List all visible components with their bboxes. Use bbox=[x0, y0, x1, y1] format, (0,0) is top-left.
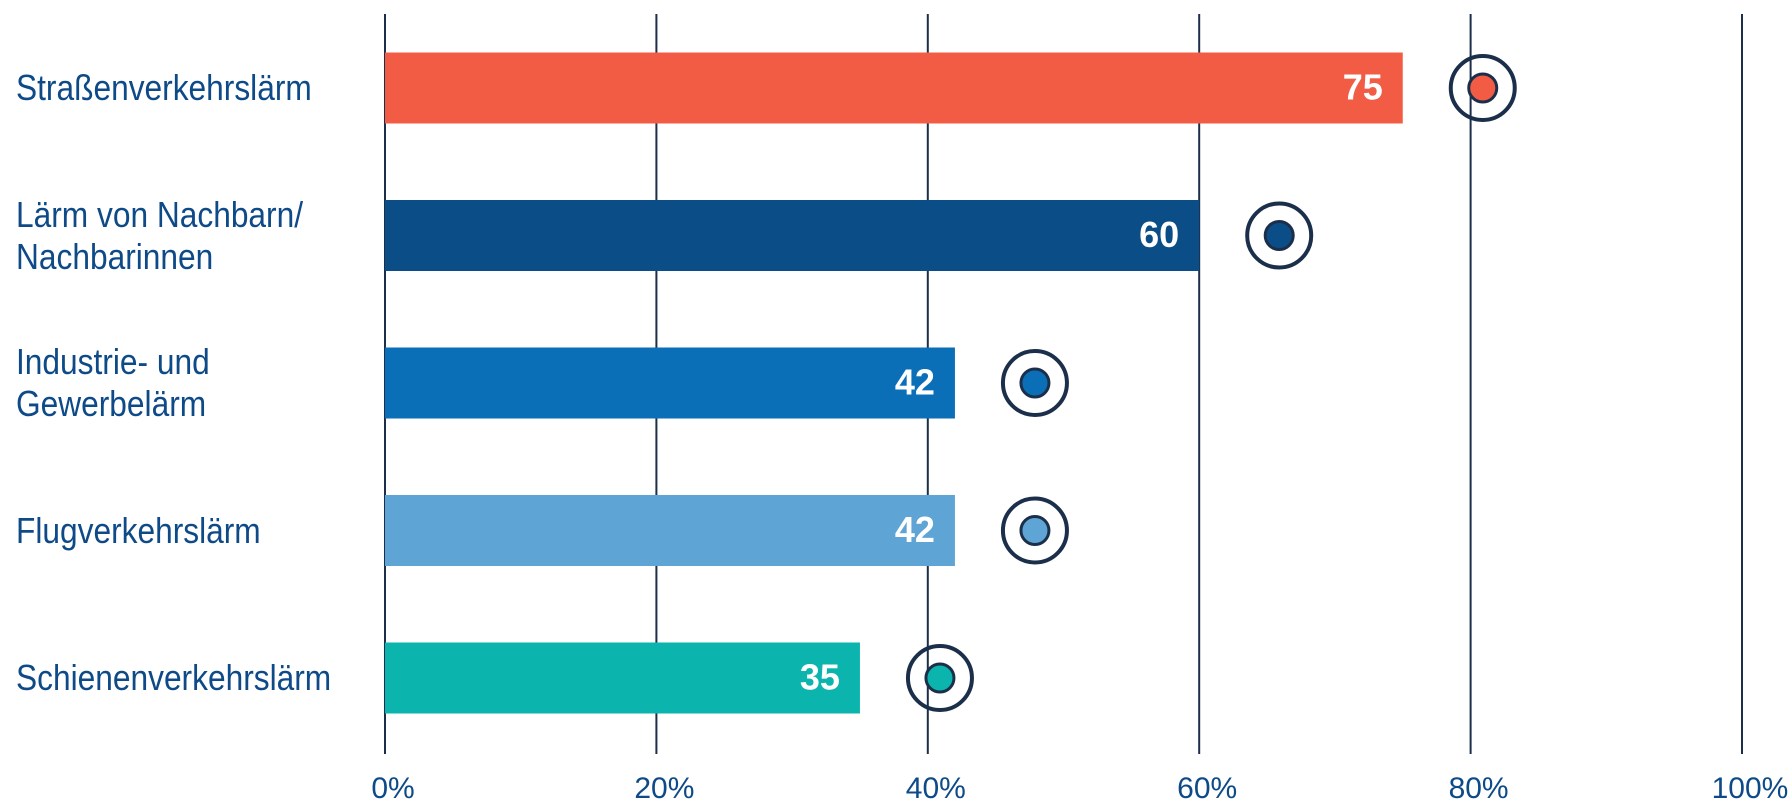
icon bbox=[1467, 72, 1499, 104]
icon bbox=[1019, 515, 1051, 546]
value-label: 42 bbox=[895, 362, 935, 403]
x-tick-label: 80% bbox=[1449, 772, 1509, 803]
bar bbox=[385, 52, 1403, 124]
value-label: 42 bbox=[895, 509, 935, 550]
icon bbox=[1263, 220, 1295, 251]
x-tick-label: 100% bbox=[1712, 772, 1789, 803]
category-label: Industrie- und Gewerbelärm bbox=[16, 341, 210, 424]
category-label: Flugverkehrslärm bbox=[16, 509, 261, 551]
icon bbox=[905, 644, 974, 712]
icon bbox=[1000, 349, 1069, 417]
value-label: 35 bbox=[800, 657, 840, 698]
bar bbox=[385, 200, 1200, 271]
value-label: 75 bbox=[1343, 67, 1383, 108]
x-tick-label: 20% bbox=[634, 772, 694, 803]
bar bbox=[385, 347, 955, 419]
bar bbox=[385, 495, 955, 566]
bar bbox=[385, 642, 860, 714]
icon bbox=[1019, 367, 1051, 399]
icon bbox=[924, 662, 956, 694]
x-tick-label: 60% bbox=[1177, 772, 1237, 803]
icon bbox=[1448, 54, 1517, 122]
icon bbox=[1000, 496, 1069, 565]
value-label: 60 bbox=[1139, 214, 1179, 255]
category-label: Lärm von Nachbarn/ Nachbarinnen bbox=[16, 193, 304, 277]
category-label: Schienenverkehrslärm bbox=[16, 657, 332, 698]
category-label: Straßenverkehrslärm bbox=[16, 67, 312, 108]
icon bbox=[1245, 201, 1314, 270]
x-tick-label: 0% bbox=[371, 772, 414, 803]
x-tick-label: 40% bbox=[906, 772, 966, 803]
